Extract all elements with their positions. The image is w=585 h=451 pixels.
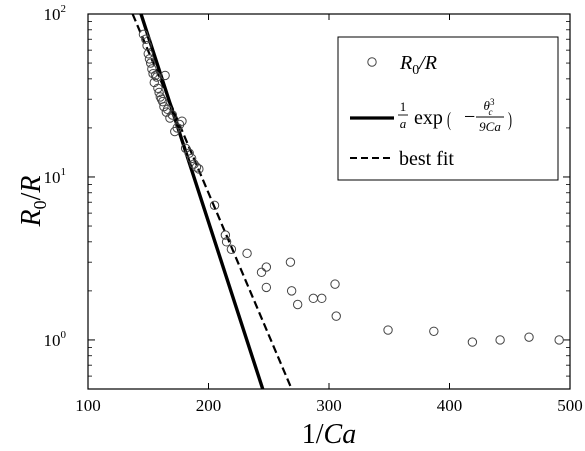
data-point (177, 116, 187, 126)
data-point (154, 87, 164, 98)
svg-text:1: 1 (400, 99, 407, 114)
data-point (256, 267, 267, 278)
y-tick-label: 102 (44, 3, 67, 24)
svg-text:a: a (400, 116, 407, 131)
data-point (330, 279, 340, 289)
data-point (285, 257, 296, 267)
tick-labels: 100 200 300 400 500 100 101 102 (44, 3, 583, 415)
data-layer (131, 14, 564, 389)
svg-text:−: − (464, 106, 475, 128)
data-point (191, 162, 202, 172)
data-point (143, 49, 153, 59)
svg-text:exp: exp (414, 107, 443, 129)
data-point (242, 248, 252, 259)
data-point (150, 70, 161, 81)
svg-text:(: ( (447, 108, 451, 131)
data-point (167, 110, 178, 120)
x-tick-label: 300 (316, 396, 342, 415)
data-point (221, 237, 232, 247)
data-point (292, 299, 303, 310)
legend-label-best-fit: best fit (399, 148, 454, 170)
x-tick-label: 200 (196, 396, 222, 415)
x-axis-label: 1/Ca (302, 419, 356, 450)
x-tick-label: 500 (557, 396, 583, 415)
data-point (189, 159, 199, 169)
data-point (138, 29, 149, 40)
y-axis-label: R0/R (16, 176, 50, 228)
data-point (220, 230, 231, 240)
data-point (165, 113, 175, 123)
data-point (186, 153, 197, 164)
data-point (429, 326, 439, 336)
data-point (554, 335, 564, 345)
data-point (495, 335, 505, 345)
data-point (174, 119, 185, 130)
svg-text:θ3c: θ3 c (484, 97, 495, 117)
svg-text:1/Ca: 1/Ca (302, 419, 356, 450)
data-point (331, 311, 341, 321)
svg-text:9Ca: 9Ca (479, 119, 501, 134)
y-tick-label: 101 (44, 166, 67, 187)
data-point (180, 143, 191, 153)
data-point (261, 262, 272, 272)
data-point (261, 282, 272, 293)
data-point (158, 96, 168, 107)
data-point (184, 148, 194, 158)
data-point (153, 83, 163, 94)
svg-text:): ) (508, 108, 512, 131)
svg-text:R0/R: R0/R (16, 176, 50, 228)
legend-box (337, 36, 559, 181)
legend-label-ratio: R0/R (399, 52, 437, 78)
data-point (162, 104, 173, 115)
data-point (155, 92, 166, 102)
data-point (226, 244, 237, 254)
data-point (141, 34, 151, 44)
data-point (144, 54, 155, 64)
legend: R0/R 1 a exp ( − θ3 c 9Ca ) best fit (337, 36, 559, 181)
data-point (383, 325, 393, 335)
data-point (160, 70, 170, 81)
data-point (286, 286, 297, 296)
data-point (145, 58, 156, 68)
legend-label-model: 1 a exp ( − θ3 c 9Ca ) (398, 97, 512, 134)
data-point (467, 337, 478, 347)
data-point (194, 164, 204, 174)
data-point (317, 293, 327, 304)
axis-ticks (87, 13, 571, 390)
data-point (209, 200, 220, 211)
legend-marker-circle (367, 57, 377, 67)
data-point (524, 332, 534, 342)
y-tick-label: 100 (44, 329, 67, 350)
x-tick-label: 400 (437, 396, 463, 415)
x-tick-label: 100 (75, 396, 101, 415)
data-point (148, 69, 158, 79)
